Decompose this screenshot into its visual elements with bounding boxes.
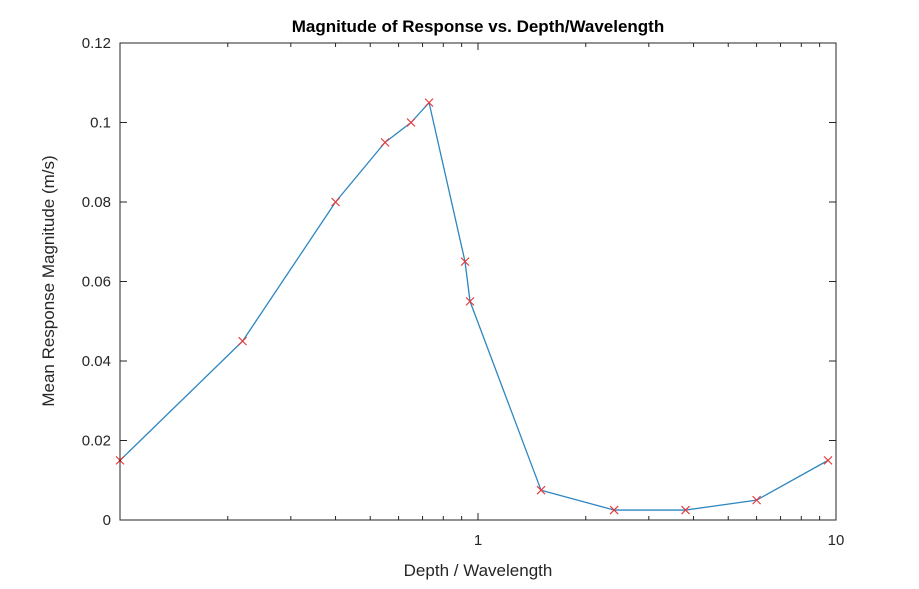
marker-stroke [424,98,434,108]
marker-stroke [380,137,390,147]
chart-title: Magnitude of Response vs. Depth/Waveleng… [292,17,664,36]
data-point-marker [331,197,340,207]
y-tick-label: 0 [103,512,111,529]
data-point-marker [460,257,470,267]
data-point-marker [406,118,416,127]
marker-stroke [465,296,475,306]
y-tick-label: 0.1 [90,115,111,132]
x-axis-label: Depth / Wavelength [404,561,553,580]
data-point-marker [238,336,248,346]
y-tick-label: 0.04 [82,353,111,370]
marker-stroke [681,505,690,515]
data-point-marker [380,137,390,147]
x-tick-label: 10 [828,532,845,549]
marker-stroke [331,197,340,207]
marker-stroke [752,495,762,505]
data-point-marker [465,296,475,306]
data-point-marker [823,455,833,465]
axis-ticks: 0 0.02 0.04 0.06 0.08 0.1 0.12 1 10 [82,35,845,549]
marker-stroke [609,505,619,515]
data-point-marker [536,485,546,495]
data-point-marker [681,505,690,515]
y-tick-label: 0.02 [82,433,111,450]
y-tick-label: 0.12 [82,35,111,52]
marker-stroke [536,485,546,495]
x-tick-label: 1 [474,532,482,549]
plot-frame [119,42,837,521]
data-series [115,98,833,515]
data-point-marker [609,505,619,515]
marker-stroke [460,257,470,267]
y-axis-label: Mean Response Magnitude (m/s) [39,155,58,406]
y-tick-label: 0.08 [82,194,111,211]
marker-stroke [823,455,833,465]
data-point-marker [424,98,434,108]
plot-background [120,43,836,520]
data-point-marker [752,495,762,505]
marker-stroke [406,118,416,127]
marker-stroke [238,336,248,346]
y-tick-label: 0.06 [82,274,111,291]
